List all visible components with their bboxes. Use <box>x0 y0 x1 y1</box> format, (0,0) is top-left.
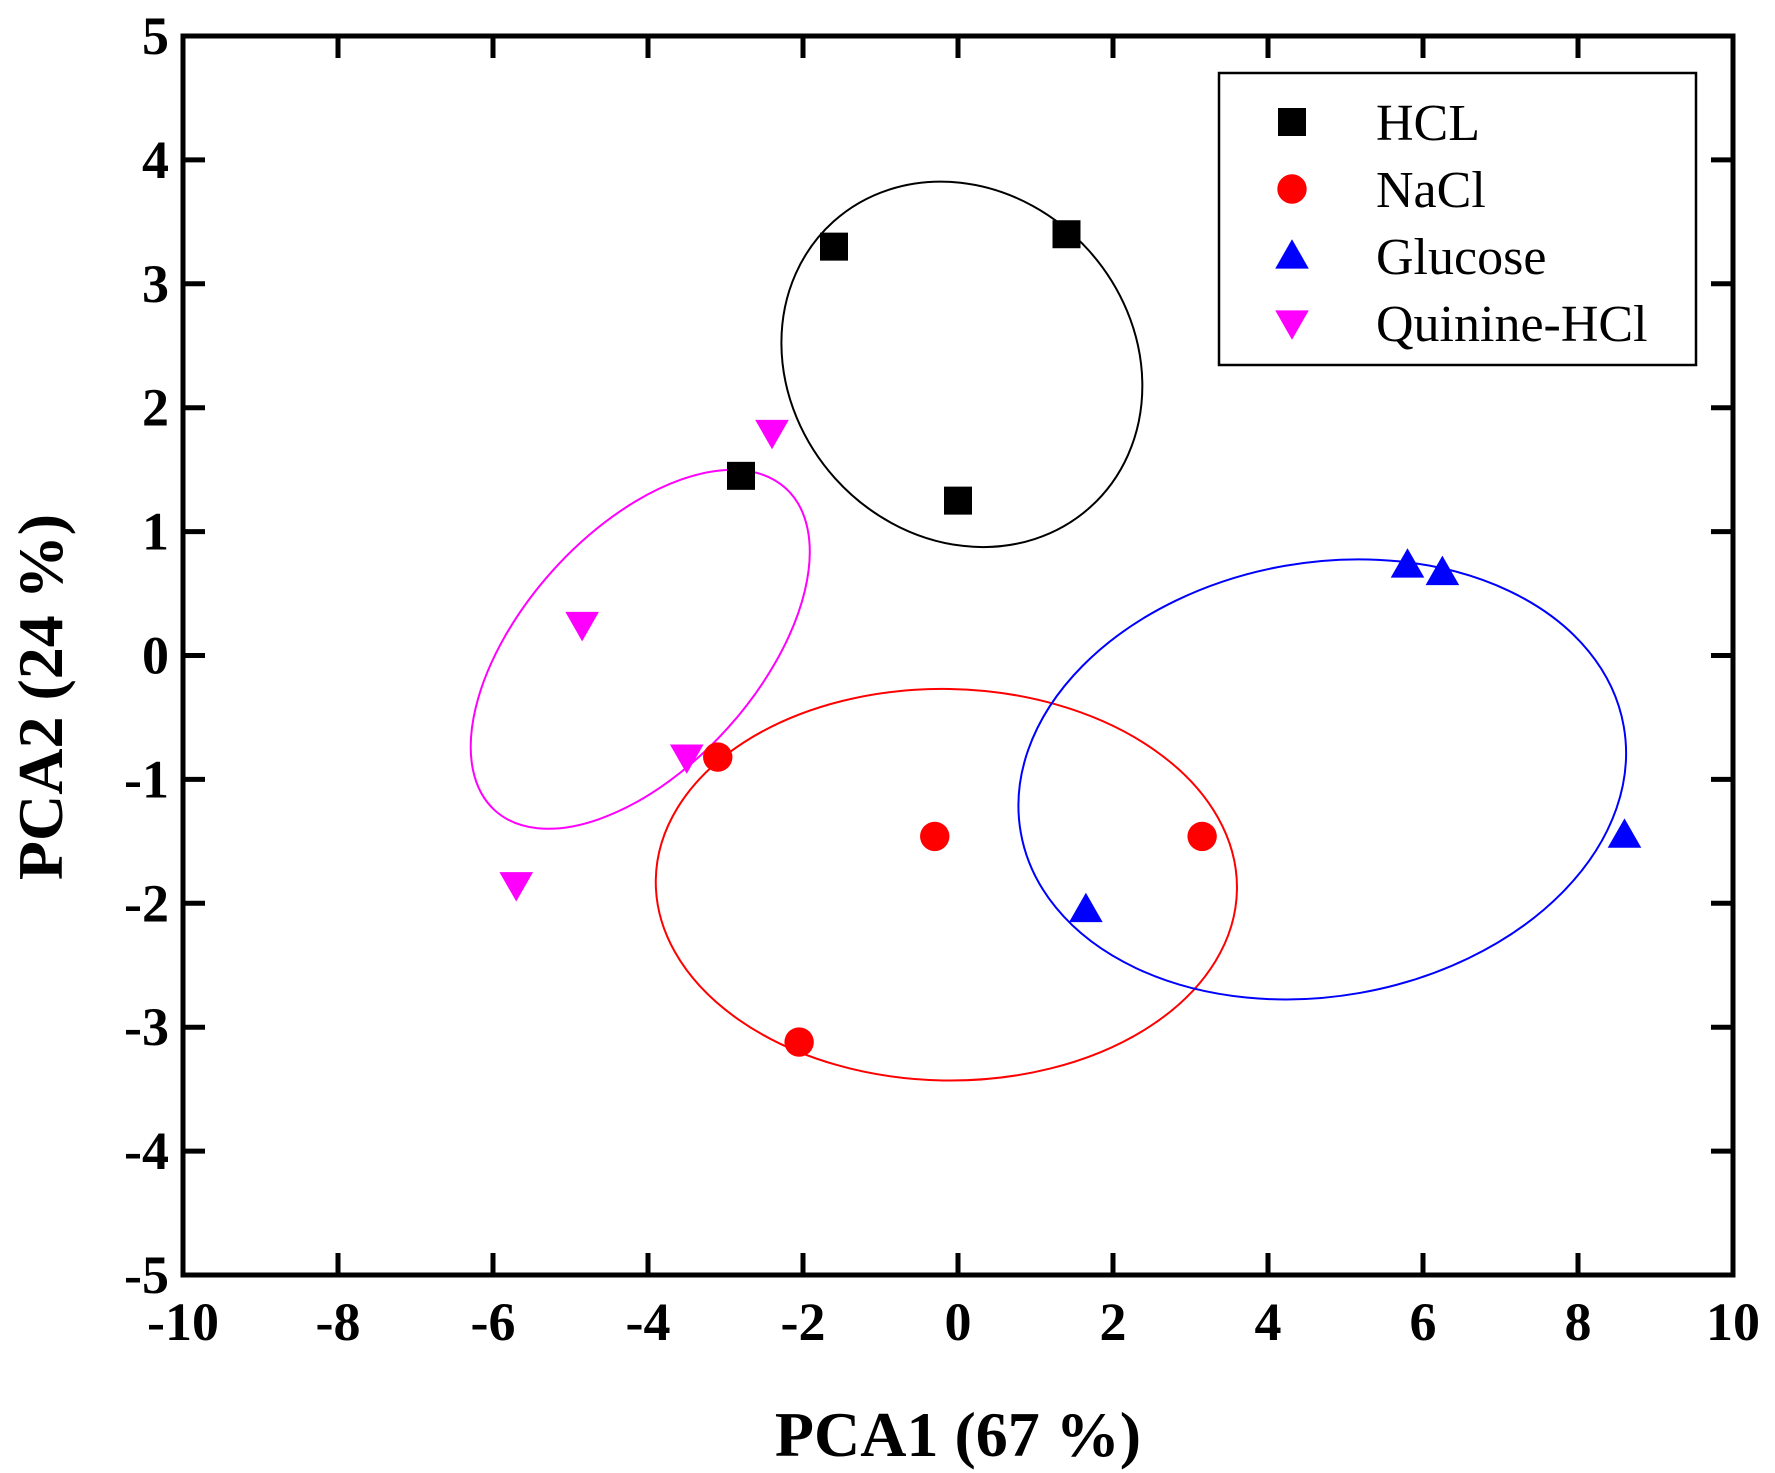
ellipse-glucose <box>1017 558 1628 1001</box>
y-tick-label: 3 <box>142 254 169 314</box>
point-quinine-hcl <box>565 611 599 642</box>
y-tick-label: 4 <box>142 130 169 190</box>
x-axis-title: PCA1 (67 %) <box>775 1399 1141 1470</box>
legend-marker-quinine-hcl <box>1275 310 1309 340</box>
point-nacl <box>703 742 733 772</box>
x-tick-label: 2 <box>1100 1292 1127 1352</box>
point-quinine-hcl <box>669 744 704 774</box>
point-glucose <box>1069 892 1103 923</box>
point-nacl <box>784 1027 814 1057</box>
legend-marker-hcl <box>1278 108 1306 136</box>
x-tick-label: -8 <box>316 1292 361 1352</box>
point-nacl <box>1187 821 1217 852</box>
cluster-ellipses <box>469 180 1628 1082</box>
point-quinine-hcl <box>499 872 534 902</box>
ellipse-hcl <box>780 180 1144 549</box>
point-hcl <box>944 486 972 515</box>
x-tick-label: 0 <box>945 1292 972 1352</box>
y-tick-label: 5 <box>142 6 169 66</box>
x-tick-label: -4 <box>626 1292 671 1352</box>
legend-label: Quinine-HCl <box>1376 296 1648 353</box>
point-nacl <box>920 821 950 852</box>
point-glucose <box>1425 555 1460 586</box>
y-tick-label: -1 <box>124 749 169 809</box>
y-tick-label: 0 <box>142 626 169 686</box>
x-tick-label: -10 <box>147 1292 219 1352</box>
ellipse-quinine-hcl <box>469 468 811 830</box>
legend: HCL NaCl Glucose Quinine-HCl <box>1217 71 1698 367</box>
point-hcl <box>820 232 848 261</box>
y-axis-title: PCA2 (24 %) <box>5 514 76 880</box>
legend-marker-nacl <box>1277 174 1307 204</box>
legend-marker-glucose <box>1275 239 1309 269</box>
y-tick-label: -5 <box>124 1245 169 1305</box>
point-glucose <box>1390 548 1425 578</box>
point-quinine-hcl <box>755 419 789 450</box>
y-tick-label: 1 <box>142 502 169 562</box>
x-tick-label: 10 <box>1706 1292 1760 1352</box>
data-points <box>499 220 1642 1057</box>
y-tick-labels: -5 -4 -3 -2 -1 0 1 2 3 4 5 <box>124 6 169 1305</box>
x-tick-label: 8 <box>1565 1292 1592 1352</box>
x-tick-label: -2 <box>781 1292 826 1352</box>
y-tick-label: -3 <box>124 997 169 1057</box>
point-hcl <box>727 461 755 490</box>
ellipse-nacl <box>654 687 1238 1082</box>
x-tick-label: -6 <box>471 1292 516 1352</box>
axis-ticks <box>180 33 1736 1278</box>
x-tick-label: 4 <box>1255 1292 1282 1352</box>
y-tick-label: -4 <box>124 1121 169 1181</box>
point-hcl <box>1052 220 1081 249</box>
legend-label: Glucose <box>1376 229 1546 286</box>
point-glucose <box>1607 818 1642 848</box>
x-tick-labels: -10 -8 -6 -4 -2 0 2 4 6 8 10 <box>147 1292 1760 1352</box>
legend-label: NaCl <box>1376 162 1486 219</box>
y-tick-label: 2 <box>142 378 169 438</box>
y-tick-label: -2 <box>124 873 169 933</box>
x-tick-label: 6 <box>1410 1292 1437 1352</box>
legend-label: HCL <box>1376 95 1480 152</box>
